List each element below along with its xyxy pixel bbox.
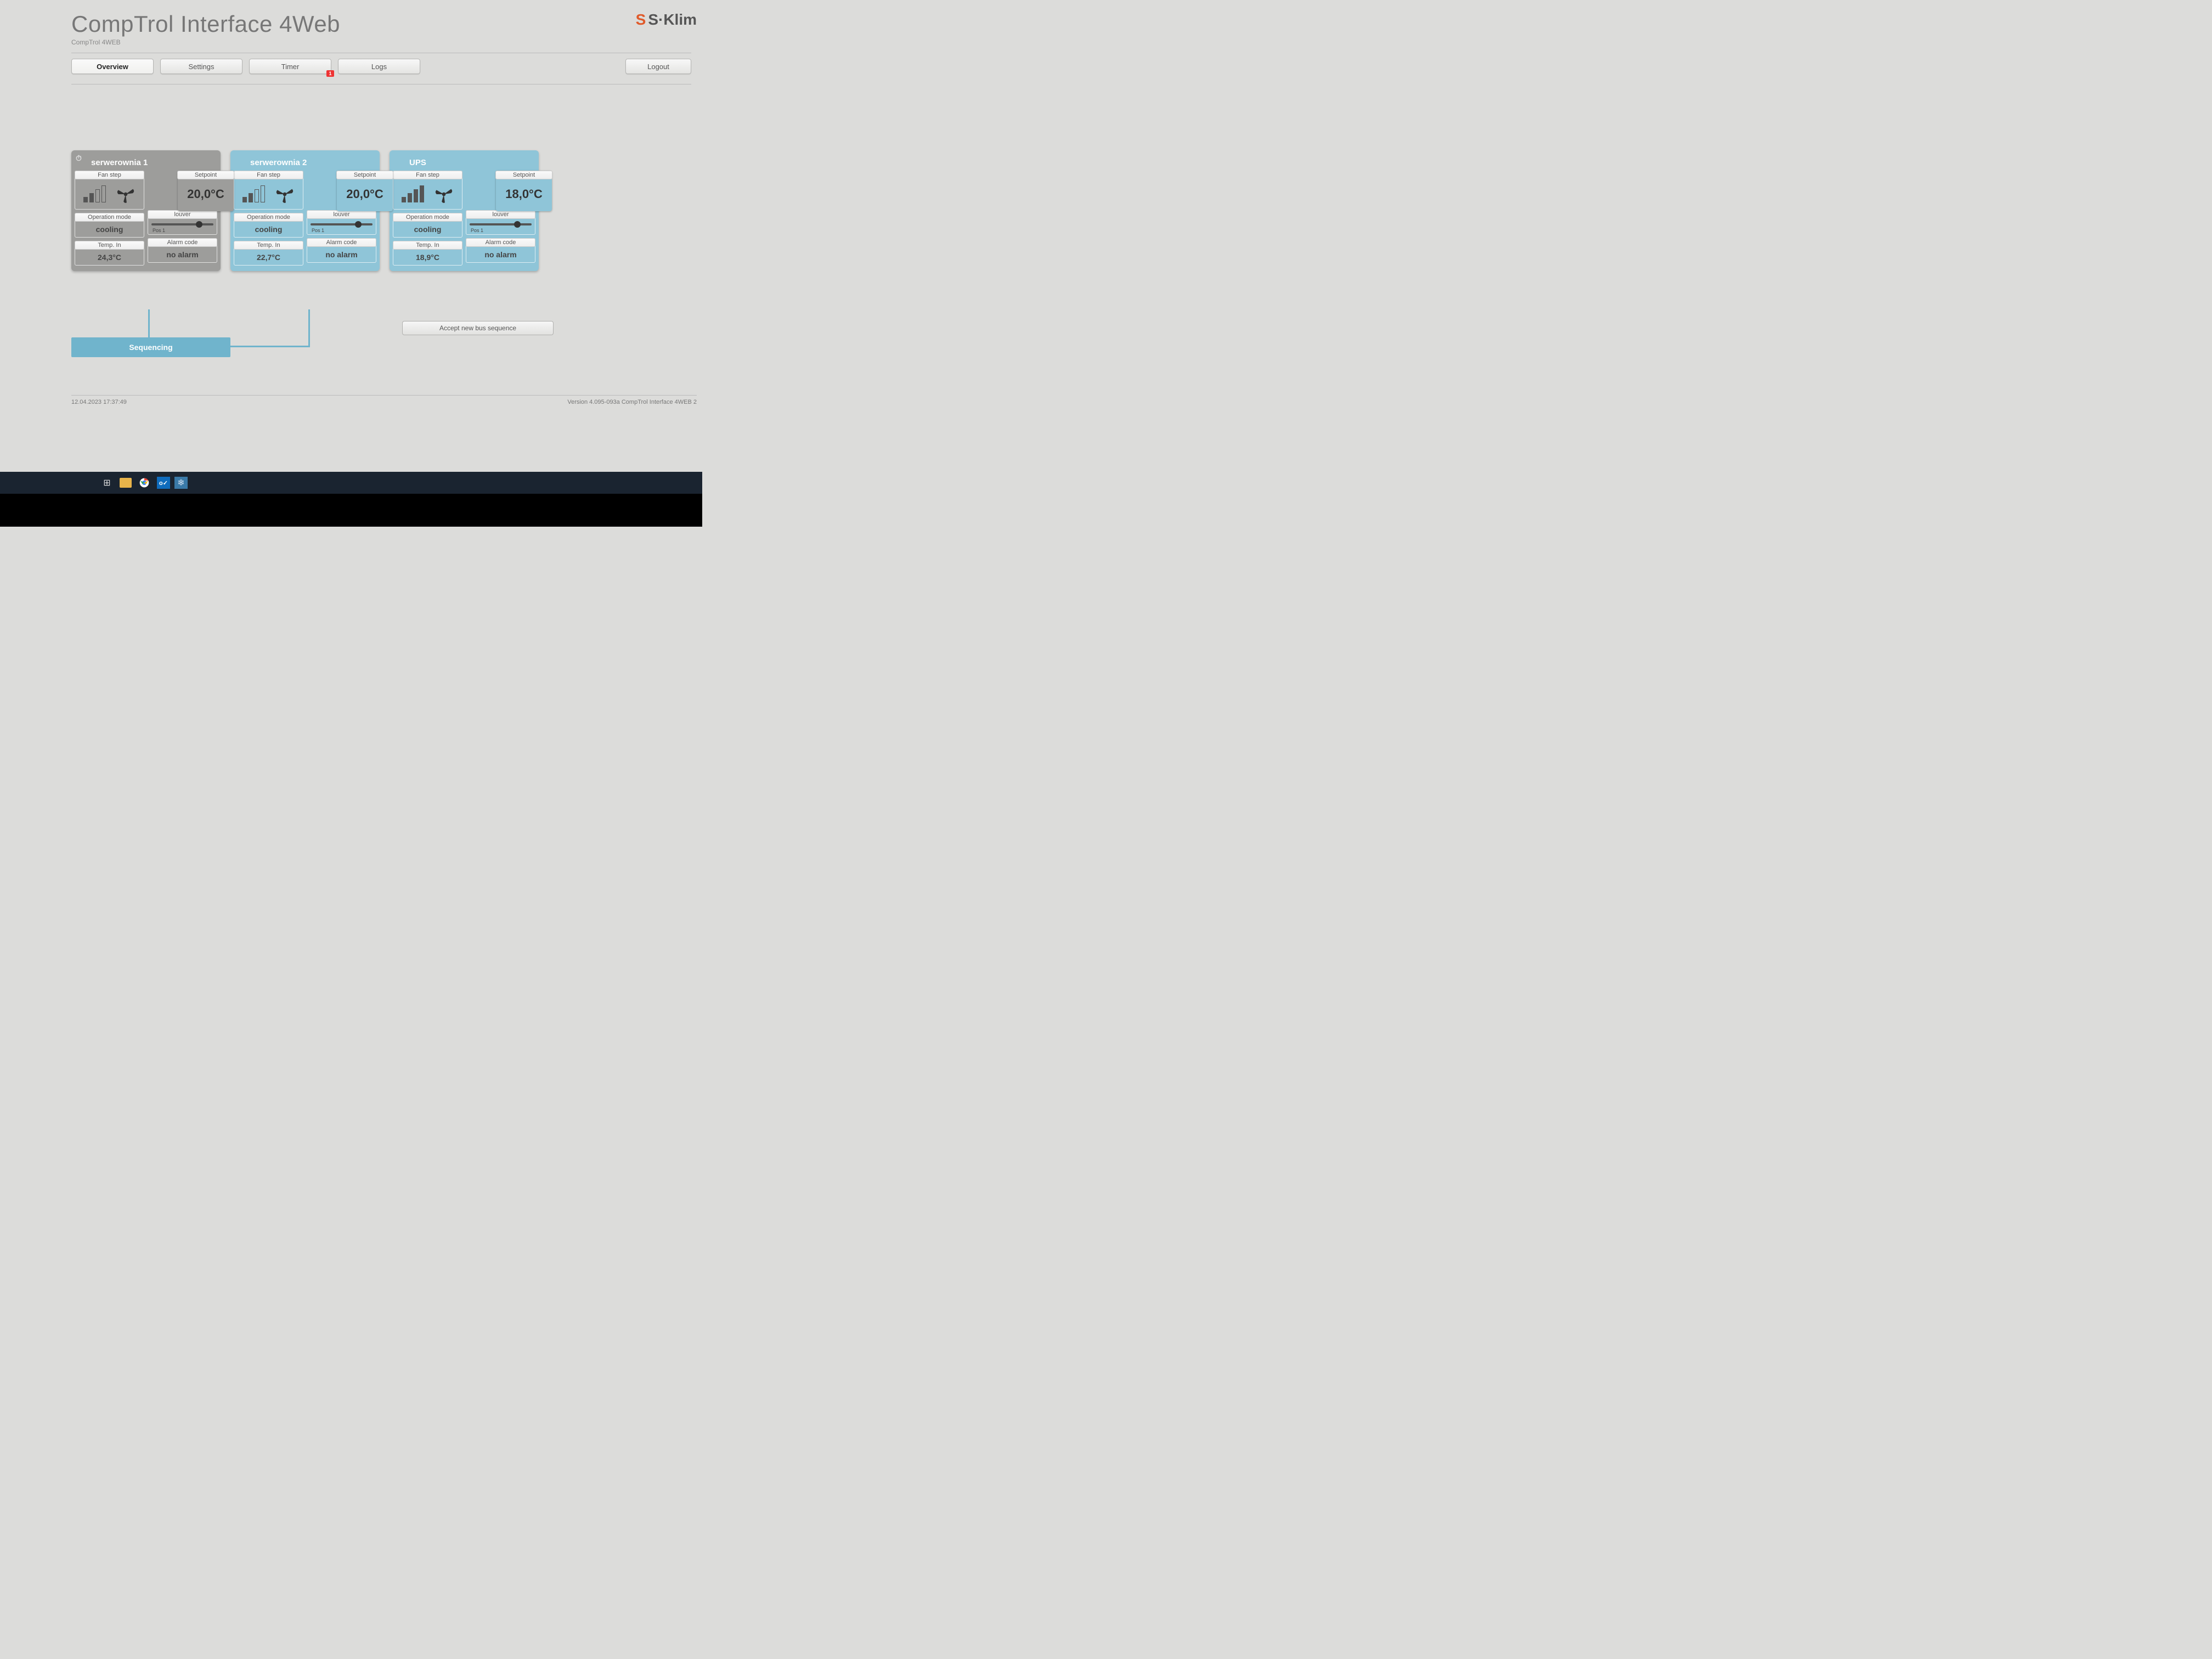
footer-timestamp: 12.04.2023 17:37:49 bbox=[71, 399, 127, 405]
tempin-label: Temp. In bbox=[234, 241, 303, 250]
louver-pos: Pos 1 bbox=[151, 228, 213, 233]
fan-bars bbox=[402, 186, 424, 202]
tempin-value: 18,9°C bbox=[393, 250, 462, 265]
explorer-icon[interactable] bbox=[120, 478, 132, 488]
louver-slider[interactable]: Pos 1 bbox=[466, 219, 535, 234]
unit-title[interactable]: serwerownia 2 bbox=[234, 154, 376, 171]
footer: 12.04.2023 17:37:49 Version 4.095-093a C… bbox=[71, 395, 697, 405]
mode-value: cooling bbox=[393, 222, 462, 237]
tab-timer[interactable]: Timer 1 bbox=[249, 59, 331, 74]
setpoint-box: Setpoint 20,0°C bbox=[178, 171, 234, 211]
mode-label: Operation mode bbox=[393, 213, 462, 222]
alarm-label: Alarm code bbox=[148, 238, 217, 247]
louver-label: louver bbox=[148, 210, 217, 219]
brand-text: S·Klim bbox=[648, 11, 697, 29]
fanstep-label: Fan step bbox=[75, 171, 144, 179]
chrome-icon[interactable] bbox=[136, 475, 153, 490]
fan-icon bbox=[433, 184, 454, 205]
footer-version: Version 4.095-093a CompTrol Interface 4W… bbox=[567, 399, 697, 405]
mode-label: Operation mode bbox=[234, 213, 303, 222]
outlook-icon[interactable]: o✓ bbox=[157, 477, 170, 489]
louver-pos: Pos 1 bbox=[311, 228, 373, 233]
tempin-label: Temp. In bbox=[75, 241, 144, 250]
unit-card[interactable]: UPS Setpoint 18,0°C Fan step Operation m… bbox=[390, 150, 539, 271]
units-container: serwerownia 1 Setpoint 20,0°C Fan step O… bbox=[71, 150, 702, 271]
mode-value: cooling bbox=[234, 222, 303, 237]
app-icon[interactable]: ❄ bbox=[174, 477, 188, 489]
tab-settings[interactable]: Settings bbox=[160, 59, 242, 74]
seq-connector bbox=[308, 309, 310, 347]
louver-label: louver bbox=[307, 210, 376, 219]
setpoint-value: 18,0°C bbox=[496, 179, 552, 209]
unit-card[interactable]: serwerownia 2 Setpoint 20,0°C Fan step O… bbox=[230, 150, 380, 271]
seq-connector bbox=[148, 309, 150, 339]
nav-tabs: Overview Settings Timer 1 Logs Logout bbox=[71, 59, 691, 74]
tab-logs[interactable]: Logs bbox=[338, 59, 420, 74]
fanstep-label: Fan step bbox=[393, 171, 462, 179]
page-title: CompTrol Interface 4Web bbox=[71, 11, 340, 37]
taskview-icon[interactable]: ⊞ bbox=[99, 475, 115, 490]
setpoint-label: Setpoint bbox=[495, 171, 552, 179]
fan-icon bbox=[274, 184, 295, 205]
louver-slider[interactable]: Pos 1 bbox=[148, 219, 217, 234]
brand-logo: S S·Klim bbox=[636, 11, 697, 29]
tempin-value: 24,3°C bbox=[75, 250, 144, 265]
setpoint-label: Setpoint bbox=[336, 171, 393, 179]
setpoint-value: 20,0°C bbox=[178, 179, 234, 209]
tab-overview[interactable]: Overview bbox=[71, 59, 154, 74]
alarm-value: no alarm bbox=[148, 247, 217, 262]
fanstep-label: Fan step bbox=[234, 171, 303, 179]
unit-title[interactable]: serwerownia 1 bbox=[75, 154, 217, 171]
fan-bars bbox=[83, 186, 106, 202]
setpoint-value: 20,0°C bbox=[337, 179, 393, 209]
alarm-label: Alarm code bbox=[466, 238, 535, 247]
louver-label: louver bbox=[466, 210, 535, 219]
setpoint-box: Setpoint 20,0°C bbox=[337, 171, 393, 211]
taskbar: ⊞ o✓ ❄ bbox=[0, 472, 702, 494]
mode-value: cooling bbox=[75, 222, 144, 237]
fan-icon bbox=[115, 184, 136, 205]
unit-card[interactable]: serwerownia 1 Setpoint 20,0°C Fan step O… bbox=[71, 150, 221, 271]
sequencing-label[interactable]: Sequencing bbox=[71, 337, 230, 357]
page-subtitle: CompTrol 4WEB bbox=[71, 38, 340, 46]
alarm-label: Alarm code bbox=[307, 238, 376, 247]
alarm-value: no alarm bbox=[307, 247, 376, 262]
tempin-value: 22,7°C bbox=[234, 250, 303, 265]
mode-label: Operation mode bbox=[75, 213, 144, 222]
brand-s-icon: S bbox=[636, 11, 646, 29]
tempin-label: Temp. In bbox=[393, 241, 462, 250]
setpoint-box: Setpoint 18,0°C bbox=[496, 171, 552, 211]
accept-bus-sequence-button[interactable]: Accept new bus sequence bbox=[402, 321, 554, 335]
setpoint-label: Setpoint bbox=[177, 171, 234, 179]
seq-connector bbox=[230, 346, 310, 347]
logout-button[interactable]: Logout bbox=[625, 59, 691, 74]
tab-timer-label: Timer bbox=[281, 63, 300, 71]
screen-bezel bbox=[0, 494, 702, 527]
alarm-value: no alarm bbox=[466, 247, 535, 262]
unit-title[interactable]: UPS bbox=[393, 154, 535, 171]
louver-slider[interactable]: Pos 1 bbox=[307, 219, 376, 234]
timer-badge: 1 bbox=[326, 70, 334, 77]
louver-pos: Pos 1 bbox=[470, 228, 532, 233]
fan-bars bbox=[242, 186, 265, 202]
